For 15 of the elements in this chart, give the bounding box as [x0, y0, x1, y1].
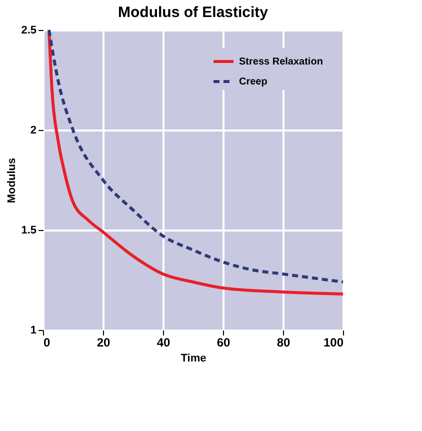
x-tick-label: 40: [156, 336, 170, 350]
y-tick-label: 2: [30, 124, 36, 136]
y-axis-title: Modulus: [6, 158, 18, 204]
legend-label: Stress Relaxation: [239, 56, 323, 68]
legend-label: Creep: [239, 76, 268, 88]
x-tick-label: 60: [216, 336, 230, 350]
x-tick-label: 80: [276, 336, 290, 350]
y-tick-label: 2.5: [21, 24, 36, 36]
x-axis-title: Time: [180, 352, 206, 364]
y-tick-label: 1.5: [21, 224, 36, 236]
chart-title: Modulus of Elasticity: [118, 4, 269, 21]
x-tick-label: 0: [44, 336, 50, 350]
x-tick-label: 20: [96, 336, 110, 350]
y-tick-label: 1: [30, 324, 36, 336]
x-tick-label: 100: [323, 336, 344, 350]
